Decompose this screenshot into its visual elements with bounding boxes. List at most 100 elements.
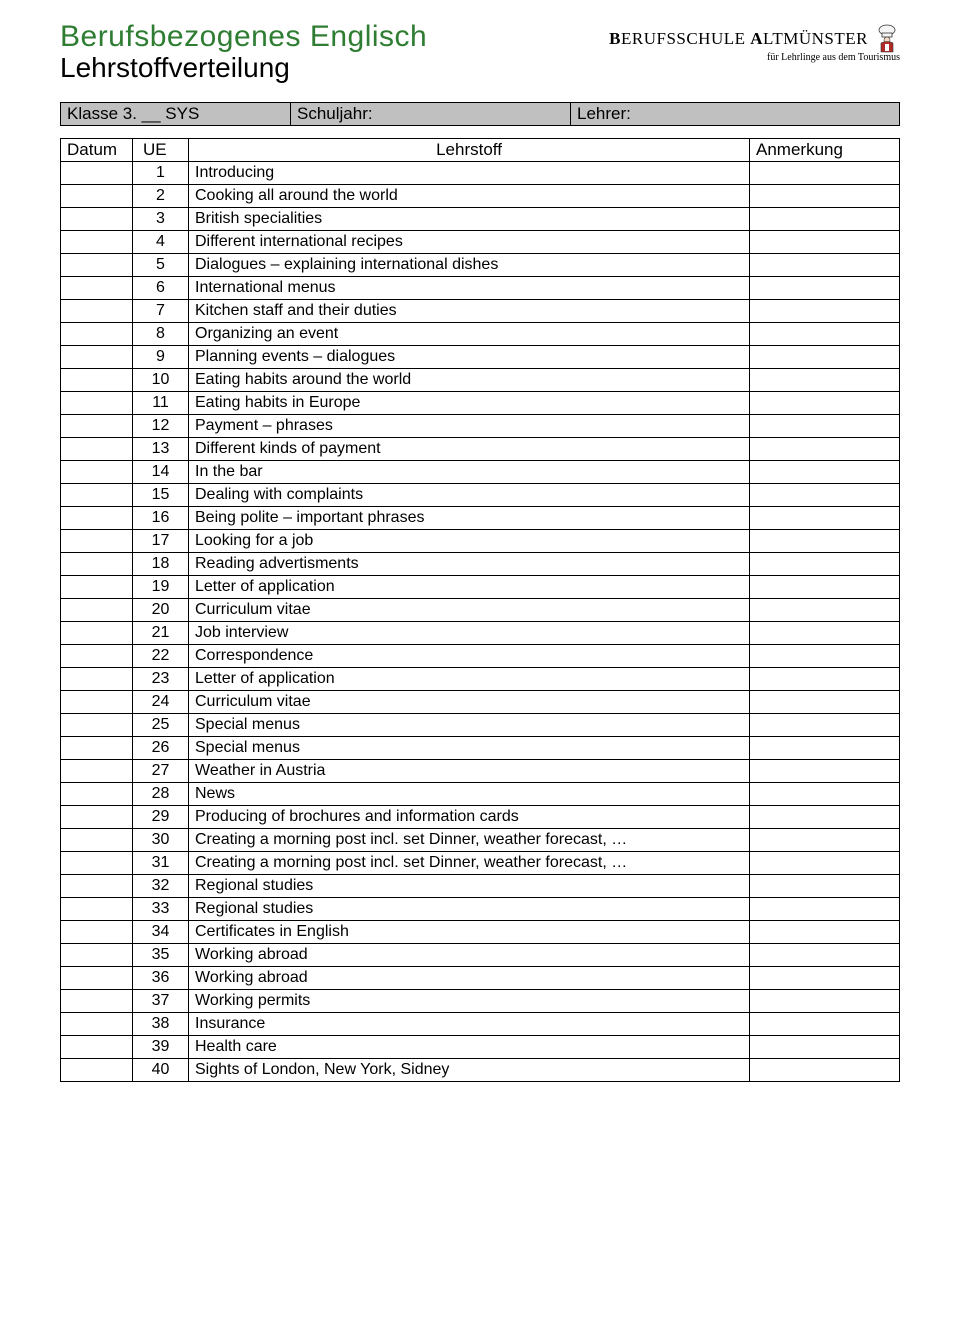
ue-cell: 24 (133, 691, 189, 714)
lehrstoff-cell: Regional studies (189, 898, 750, 921)
ue-cell: 14 (133, 461, 189, 484)
title-block: Berufsbezogenes Englisch Lehrstoffvertei… (60, 20, 427, 84)
anmerkung-cell (750, 898, 900, 921)
table-row: 13Different kinds of payment (61, 438, 900, 461)
datum-cell (61, 967, 133, 990)
table-row: 25Special menus (61, 714, 900, 737)
lehrstoff-cell: Health care (189, 1036, 750, 1059)
lehrer-cell: Lehrer: (571, 103, 900, 126)
datum-cell (61, 277, 133, 300)
ue-cell: 16 (133, 507, 189, 530)
ue-cell: 8 (133, 323, 189, 346)
school-logo: BERUFSSCHULE ALTMÜNSTER für Lehrlinge au… (609, 24, 900, 63)
anmerkung-cell (750, 990, 900, 1013)
datum-cell (61, 783, 133, 806)
datum-cell (61, 461, 133, 484)
document-header: Berufsbezogenes Englisch Lehrstoffvertei… (60, 20, 900, 84)
lehrstoff-cell: Special menus (189, 737, 750, 760)
ue-cell: 25 (133, 714, 189, 737)
klasse-cell: Klasse 3. __ SYS (61, 103, 291, 126)
anmerkung-cell (750, 576, 900, 599)
datum-cell (61, 645, 133, 668)
lehrstoff-cell: Certificates in English (189, 921, 750, 944)
col-header-anmerkung: Anmerkung (750, 139, 900, 162)
table-row: 8Organizing an event (61, 323, 900, 346)
anmerkung-cell (750, 438, 900, 461)
datum-cell (61, 806, 133, 829)
datum-cell (61, 668, 133, 691)
class-info-table: Klasse 3. __ SYS Schuljahr: Lehrer: (60, 102, 900, 126)
anmerkung-cell (750, 944, 900, 967)
title-line2: Lehrstoffverteilung (60, 52, 427, 84)
lehrstoff-cell: International menus (189, 277, 750, 300)
table-row: 35Working abroad (61, 944, 900, 967)
datum-cell (61, 714, 133, 737)
datum-cell (61, 208, 133, 231)
table-row: 1Introducing (61, 162, 900, 185)
anmerkung-cell (750, 553, 900, 576)
class-info-row: Klasse 3. __ SYS Schuljahr: Lehrer: (61, 103, 900, 126)
table-row: 5Dialogues – explaining international di… (61, 254, 900, 277)
ue-cell: 37 (133, 990, 189, 1013)
table-row: 2Cooking all around the world (61, 185, 900, 208)
anmerkung-cell (750, 507, 900, 530)
anmerkung-cell (750, 783, 900, 806)
table-row: 18Reading advertisments (61, 553, 900, 576)
ue-cell: 13 (133, 438, 189, 461)
anmerkung-cell (750, 530, 900, 553)
ue-cell: 31 (133, 852, 189, 875)
datum-cell (61, 852, 133, 875)
lehrstoff-cell: Payment – phrases (189, 415, 750, 438)
table-row: 24Curriculum vitae (61, 691, 900, 714)
lehrstoff-cell: Letter of application (189, 576, 750, 599)
ue-cell: 6 (133, 277, 189, 300)
datum-cell (61, 438, 133, 461)
lehrstoff-cell: Curriculum vitae (189, 691, 750, 714)
datum-cell (61, 553, 133, 576)
anmerkung-cell (750, 162, 900, 185)
lehrstoff-cell: Producing of brochures and information c… (189, 806, 750, 829)
anmerkung-cell (750, 1036, 900, 1059)
col-header-lehrstoff: Lehrstoff (189, 139, 750, 162)
anmerkung-cell (750, 392, 900, 415)
lehrstoff-cell: Working permits (189, 990, 750, 1013)
ue-cell: 23 (133, 668, 189, 691)
ue-cell: 2 (133, 185, 189, 208)
datum-cell (61, 484, 133, 507)
table-row: 6International menus (61, 277, 900, 300)
ue-cell: 28 (133, 783, 189, 806)
anmerkung-cell (750, 691, 900, 714)
table-row: 33Regional studies (61, 898, 900, 921)
lehrstoff-cell: Eating habits in Europe (189, 392, 750, 415)
lehrstoff-cell: Dealing with complaints (189, 484, 750, 507)
lehrstoff-cell: Planning events – dialogues (189, 346, 750, 369)
col-header-datum: Datum (61, 139, 133, 162)
ue-cell: 15 (133, 484, 189, 507)
datum-cell (61, 346, 133, 369)
datum-cell (61, 185, 133, 208)
table-row: 17Looking for a job (61, 530, 900, 553)
lehrstoff-cell: News (189, 783, 750, 806)
anmerkung-cell (750, 668, 900, 691)
lehrstoff-cell: Creating a morning post incl. set Dinner… (189, 852, 750, 875)
ue-cell: 36 (133, 967, 189, 990)
ue-cell: 29 (133, 806, 189, 829)
anmerkung-cell (750, 231, 900, 254)
table-row: 4Different international recipes (61, 231, 900, 254)
anmerkung-cell (750, 369, 900, 392)
anmerkung-cell (750, 208, 900, 231)
table-row: 28News (61, 783, 900, 806)
anmerkung-cell (750, 599, 900, 622)
table-row: 31Creating a morning post incl. set Dinn… (61, 852, 900, 875)
anmerkung-cell (750, 1013, 900, 1036)
anmerkung-cell (750, 415, 900, 438)
lehrstoff-cell: Correspondence (189, 645, 750, 668)
table-row: 12Payment – phrases (61, 415, 900, 438)
ue-cell: 38 (133, 1013, 189, 1036)
anmerkung-cell (750, 254, 900, 277)
lehrstoff-cell: Different international recipes (189, 231, 750, 254)
ue-cell: 12 (133, 415, 189, 438)
lehrstoff-cell: Regional studies (189, 875, 750, 898)
lehrstoff-cell: Introducing (189, 162, 750, 185)
ue-cell: 3 (133, 208, 189, 231)
